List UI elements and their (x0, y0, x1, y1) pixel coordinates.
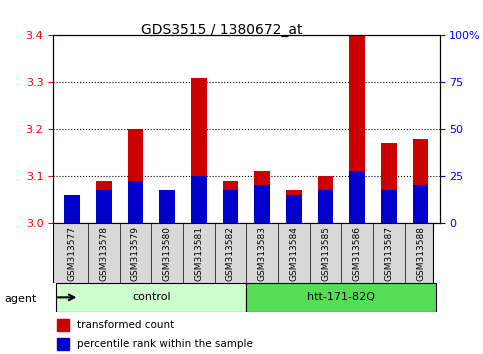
Text: GSM313582: GSM313582 (226, 226, 235, 281)
Text: percentile rank within the sample: percentile rank within the sample (77, 339, 253, 349)
Text: GSM313587: GSM313587 (384, 226, 393, 281)
Bar (57, 338, 69, 350)
Text: GSM313584: GSM313584 (289, 226, 298, 281)
Bar (286, 190, 302, 223)
Bar (349, 171, 365, 223)
Bar (286, 195, 302, 223)
Bar (381, 190, 397, 223)
Text: GSM313585: GSM313585 (321, 226, 330, 281)
Bar (191, 176, 207, 223)
Bar (57, 283, 246, 312)
Bar (159, 190, 175, 223)
Bar (64, 195, 80, 223)
Bar (349, 35, 365, 223)
Bar (381, 143, 397, 223)
Text: GSM313588: GSM313588 (416, 226, 425, 281)
Text: GSM313586: GSM313586 (353, 226, 362, 281)
Text: GSM313583: GSM313583 (257, 226, 267, 281)
Bar (128, 129, 143, 223)
Text: GSM313578: GSM313578 (99, 226, 108, 281)
Text: GSM313579: GSM313579 (131, 226, 140, 281)
Bar (96, 190, 112, 223)
Bar (254, 185, 270, 223)
Bar (223, 190, 239, 223)
Bar (96, 181, 112, 223)
Text: GSM313577: GSM313577 (68, 226, 77, 281)
Bar (412, 138, 428, 223)
Text: transformed count: transformed count (77, 320, 174, 330)
Bar (191, 78, 207, 223)
Bar (254, 171, 270, 223)
Text: GSM313581: GSM313581 (194, 226, 203, 281)
Bar (128, 181, 143, 223)
Bar (57, 319, 69, 331)
Text: GSM313580: GSM313580 (163, 226, 171, 281)
Bar (246, 283, 436, 312)
Text: agent: agent (5, 294, 37, 304)
Text: GDS3515 / 1380672_at: GDS3515 / 1380672_at (142, 23, 303, 37)
Bar (64, 209, 80, 223)
Bar (223, 181, 239, 223)
Bar (318, 190, 333, 223)
Text: htt-171-82Q: htt-171-82Q (307, 292, 375, 302)
Bar (412, 185, 428, 223)
Bar (318, 176, 333, 223)
Text: control: control (132, 292, 170, 302)
Bar (159, 195, 175, 223)
